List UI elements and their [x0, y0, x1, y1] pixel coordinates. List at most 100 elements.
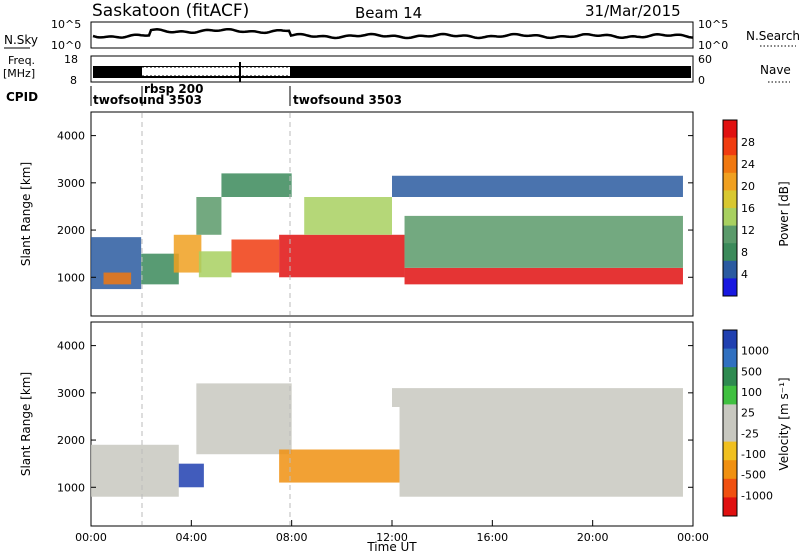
colorbar-segment: [723, 243, 737, 262]
colorbar-tick-label: 16: [741, 202, 755, 215]
colorbar-segment: [723, 478, 737, 498]
colorbar-segment: [723, 225, 737, 244]
x-tick-label: 04:00: [175, 531, 207, 544]
x-tick-label: 20:00: [577, 531, 609, 544]
power-colorbar-label: Power [dB]: [777, 181, 791, 246]
colorbar-segment: [723, 155, 737, 174]
nsky-left-tick-bottom: 10^0: [51, 39, 81, 52]
scatter-band: [91, 444, 179, 497]
colorbar-tick-label: 500: [741, 365, 762, 378]
velocity-ylabel: Slant Range [km]: [19, 372, 33, 476]
freq-panel: Freq. [MHz] 18 8 60 0 Nave: [3, 53, 791, 87]
time-axis-label: Time UT: [366, 540, 417, 554]
colorbar-segment: [723, 497, 737, 517]
power-y-axis: 1000 2000 3000 4000: [57, 130, 693, 284]
cpid-segment-2: rbsp 200: [144, 82, 203, 96]
velocity-y-axis: 1000 2000 3000 4000: [57, 340, 693, 494]
scatter-band: [196, 383, 292, 455]
scatter-band: [392, 175, 683, 197]
colorbar-segment: [723, 423, 737, 443]
colorbar-tick-label: 12: [741, 224, 755, 237]
freq-label-2: [MHz]: [3, 67, 35, 80]
nsky-right-tick-bottom: 10^0: [698, 39, 728, 52]
y-tick-label: 3000: [57, 387, 85, 400]
colorbar-segment: [723, 460, 737, 480]
velocity-panel: 1000 2000 3000 4000 Slant Range [km] 00:00 0…: [19, 321, 709, 554]
colorbar-segment: [723, 385, 737, 405]
freq-right-tick-top: 60: [698, 53, 712, 66]
freq-left-tick-bottom: 8: [70, 74, 77, 87]
scatter-band: [198, 251, 232, 278]
station-title: Saskatoon (fitACF): [92, 1, 249, 21]
cpid-segment-1: twofsound 3503: [93, 93, 202, 107]
rbsp-freq-gap: [142, 67, 290, 76]
velocity-data: [91, 383, 683, 497]
scatter-band: [173, 234, 202, 273]
colorbar-tick-label: 20: [741, 180, 755, 193]
cpid-row: CPID twofsound 3503 rbsp 200 twofsound 3…: [6, 82, 402, 107]
y-tick-label: 4000: [57, 130, 85, 143]
scatter-band: [279, 234, 405, 278]
scatter-band: [399, 407, 683, 497]
x-tick-label: 00:00: [75, 531, 107, 544]
colorbar-tick-label: -100: [741, 448, 766, 461]
nave-label: Nave: [760, 63, 791, 77]
colorbar-tick-label: 25: [741, 407, 755, 420]
scatter-band: [404, 267, 683, 285]
scatter-band: [103, 272, 132, 285]
power-panel: 1000 2000 3000 4000 Slant Range [km]: [19, 111, 694, 317]
colorbar-segment: [723, 172, 737, 191]
time-axis: 00:00 04:00 08:00 12:00 16:00 20:00 00:00: [75, 520, 709, 544]
y-tick-label: 1000: [57, 271, 85, 284]
y-tick-label: 4000: [57, 340, 85, 353]
nsky-left-tick-top: 10^5: [51, 18, 81, 31]
scatter-band: [279, 449, 400, 483]
colorbar-tick-label: -500: [741, 469, 766, 482]
y-tick-label: 2000: [57, 434, 85, 447]
freq-label-1: Freq.: [8, 54, 35, 67]
colorbar-tick-label: -1000: [741, 489, 773, 502]
scatter-band: [178, 463, 204, 488]
colorbar-tick-label: 28: [741, 136, 755, 149]
colorbar-tick-label: 4: [741, 268, 748, 281]
colorbar-segment: [723, 441, 737, 461]
colorbar-tick-label: 1000: [741, 345, 769, 358]
nsky-panel: N.Sky 10^5 10^0 10^5 10^0 N.Search: [4, 18, 800, 52]
colorbar-segment: [723, 278, 737, 297]
y-tick-label: 3000: [57, 177, 85, 190]
colorbar-segment: [723, 348, 737, 368]
nsky-right-tick-top: 10^5: [698, 18, 728, 31]
colorbar-segment: [723, 137, 737, 156]
freq-left-tick-top: 18: [64, 53, 78, 66]
velocity-colorbar: 1000 500 100 25 -25 -100 -500 -1000: [722, 329, 773, 517]
velocity-colorbar-label: Velocity [m s⁻¹]: [777, 377, 791, 470]
x-tick-label: 12:00: [376, 531, 408, 544]
date-title: 31/Mar/2015: [585, 2, 681, 20]
cpid-label: CPID: [6, 90, 38, 104]
y-tick-label: 2000: [57, 224, 85, 237]
colorbar-segment: [723, 120, 737, 139]
colorbar-segment: [723, 367, 737, 387]
nsearch-label: N.Search: [746, 29, 800, 43]
nsky-label: N.Sky: [4, 33, 38, 47]
power-ylabel: Slant Range [km]: [19, 162, 33, 266]
x-tick-label: 00:00: [677, 531, 709, 544]
beam-title: Beam 14: [355, 4, 422, 22]
colorbar-segment: [723, 260, 737, 279]
colorbar-tick-label: 24: [741, 158, 755, 171]
scatter-band: [304, 197, 392, 235]
colorbar-segment: [723, 404, 737, 424]
scatter-band: [392, 388, 683, 407]
colorbar-segment: [723, 330, 737, 350]
x-tick-label: 08:00: [276, 531, 308, 544]
scatter-band: [231, 239, 280, 273]
freq-right-tick-bottom: 0: [698, 74, 705, 87]
y-tick-label: 1000: [57, 481, 85, 494]
scatter-band: [196, 197, 222, 235]
scatter-band: [141, 253, 179, 285]
nsky-series: [92, 27, 694, 40]
colorbar-tick-label: 100: [741, 386, 762, 399]
scatter-band: [404, 215, 683, 268]
scatter-band: [221, 173, 292, 197]
